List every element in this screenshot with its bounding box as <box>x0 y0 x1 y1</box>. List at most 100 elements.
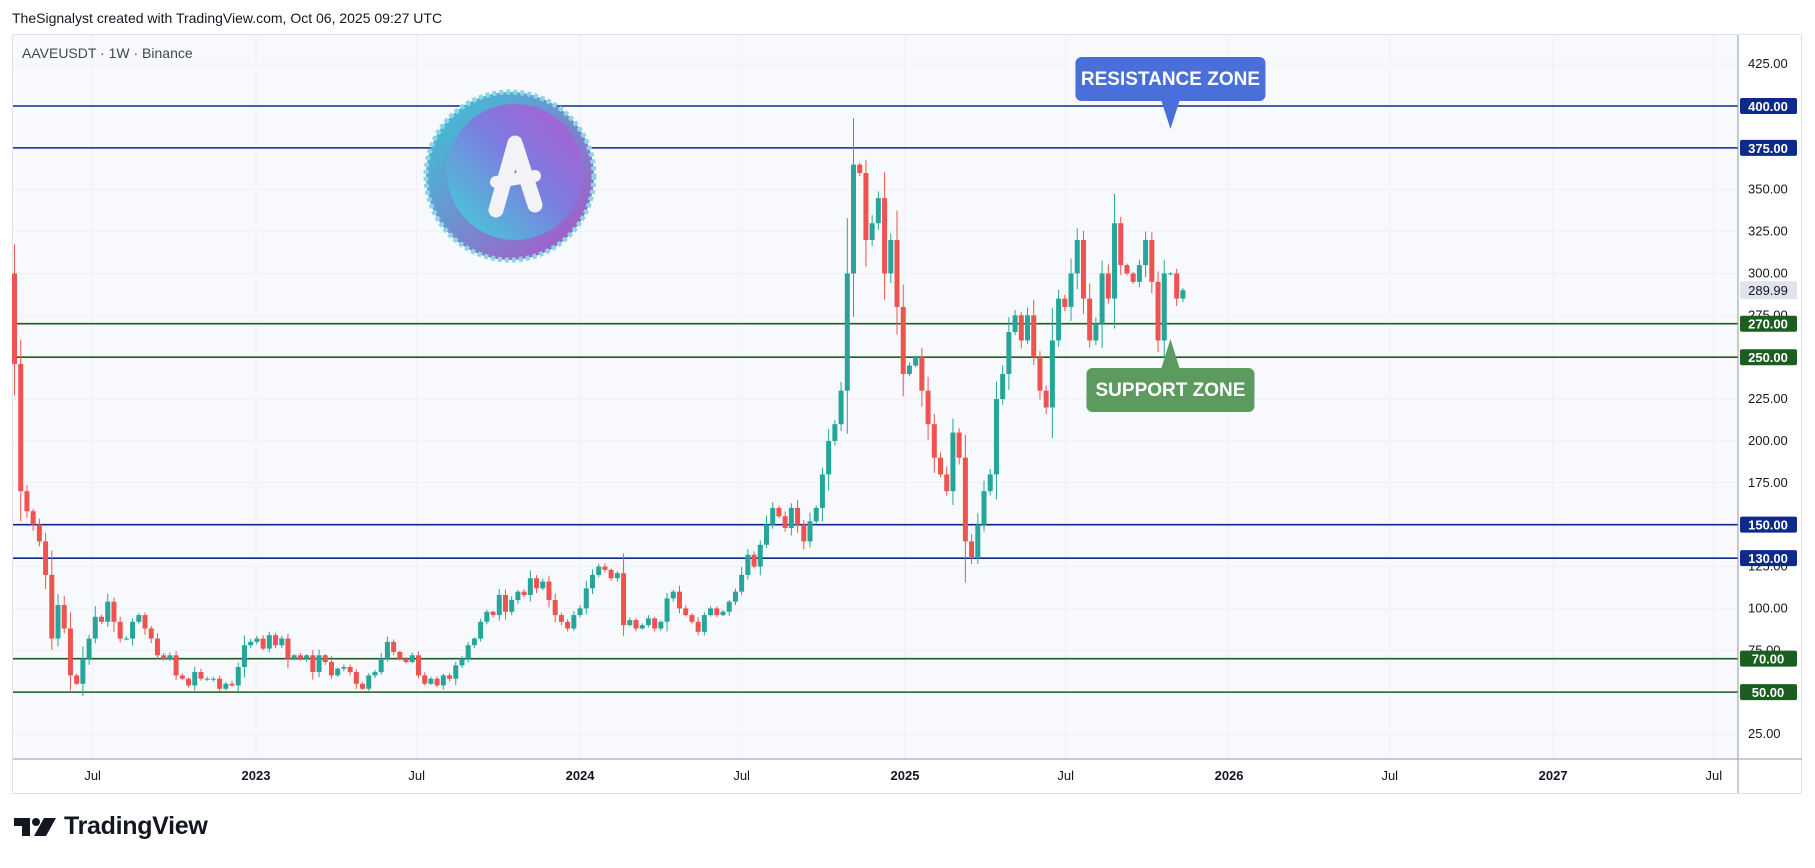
candle-body <box>428 678 434 684</box>
candle <box>43 533 49 590</box>
candle-body <box>509 600 515 612</box>
candle <box>782 511 788 532</box>
y-tick-label: 300.00 <box>1748 265 1788 280</box>
y-tick-label: 175.00 <box>1748 475 1788 490</box>
aave-coin-icon <box>423 89 597 263</box>
candle <box>993 381 999 500</box>
candle <box>1174 268 1180 306</box>
candle-body <box>838 390 844 425</box>
candle-body <box>297 655 303 659</box>
candle-body <box>366 675 372 689</box>
annotations-layer: RESISTANCE ZONE SUPPORT ZONE <box>1075 57 1266 412</box>
candle <box>969 534 975 565</box>
candle-body <box>515 591 521 601</box>
candle <box>751 551 757 569</box>
candle <box>534 575 540 594</box>
candle-body <box>192 672 198 686</box>
candle <box>49 550 55 650</box>
candle-body <box>248 641 254 646</box>
candle <box>440 673 446 690</box>
candle-body <box>938 457 944 475</box>
candle <box>801 519 807 550</box>
candle <box>223 682 229 691</box>
candle <box>745 548 751 580</box>
candle <box>838 381 844 432</box>
y-tick-label: 25.00 <box>1748 726 1781 741</box>
candle-body <box>670 591 676 599</box>
candle-body <box>583 588 589 609</box>
candle <box>863 159 869 267</box>
candle <box>310 650 316 680</box>
candle-body <box>565 621 571 629</box>
candle <box>186 677 192 688</box>
candle <box>1093 317 1099 346</box>
candle <box>1068 258 1074 321</box>
candle <box>248 638 254 649</box>
level-tag-text: 250.00 <box>1748 350 1788 365</box>
candle-body <box>857 164 863 173</box>
x-tick-label: 2025 <box>891 768 920 783</box>
candle-body <box>589 574 595 589</box>
level-price-tag: 130.00 <box>1740 550 1797 567</box>
last-price-tag: 289.99 <box>1740 281 1797 300</box>
chart-frame[interactable] <box>12 34 1802 794</box>
level-tag-box <box>1740 650 1797 667</box>
level-price-tag: 70.00 <box>1740 650 1797 667</box>
candle-body <box>1118 223 1124 266</box>
candle-body <box>1161 273 1167 341</box>
candle <box>571 611 577 631</box>
candle <box>739 567 745 595</box>
candle <box>639 623 645 630</box>
candle <box>602 563 608 573</box>
candle-body <box>198 672 204 679</box>
candle <box>502 589 508 620</box>
candle-body <box>167 655 173 659</box>
candle-body <box>969 541 975 559</box>
symbol-label: AAVEUSDT · 1W · Binance <box>22 45 193 61</box>
candle-body <box>397 651 403 659</box>
candle-body <box>1037 357 1043 391</box>
candle <box>453 661 459 686</box>
candle-body <box>608 569 614 579</box>
resistance-zone-text: RESISTANCE ZONE <box>1081 69 1260 90</box>
candle <box>1043 385 1049 414</box>
candle <box>55 594 61 647</box>
candle-body <box>415 655 421 676</box>
candle <box>1124 263 1130 276</box>
x-tick-label: 2027 <box>1539 768 1568 783</box>
candle-body <box>614 573 620 579</box>
tradingview-brand[interactable]: TradingView <box>14 812 208 841</box>
level-tag-box <box>1740 516 1797 533</box>
candle <box>291 654 297 661</box>
candle-body <box>571 615 577 629</box>
candle <box>496 588 502 621</box>
candle-body <box>18 363 24 492</box>
candle-body <box>49 574 55 639</box>
level-price-tag: 50.00 <box>1740 684 1797 701</box>
candle-body <box>1167 273 1173 275</box>
candle <box>422 672 428 686</box>
level-price-tag: 375.00 <box>1740 139 1797 156</box>
candle-body <box>621 573 627 626</box>
candle-body <box>471 638 477 646</box>
level-tag-text: 400.00 <box>1748 99 1788 114</box>
candle-body <box>204 678 210 680</box>
support-zone-text: SUPPORT ZONE <box>1096 380 1246 401</box>
candle <box>459 655 465 668</box>
level-price-tag: 150.00 <box>1740 516 1797 533</box>
candle <box>645 615 651 628</box>
candle-body <box>440 675 446 686</box>
candle-body <box>55 605 61 639</box>
candle <box>99 614 105 625</box>
candle-body <box>1012 315 1018 333</box>
candle <box>708 606 714 617</box>
candle <box>546 575 552 608</box>
candle-body <box>645 618 651 626</box>
candle-body <box>602 566 608 570</box>
candle-body <box>708 608 714 616</box>
candle <box>763 515 769 548</box>
candle <box>447 673 453 682</box>
candle <box>217 675 223 692</box>
candle <box>123 636 129 641</box>
